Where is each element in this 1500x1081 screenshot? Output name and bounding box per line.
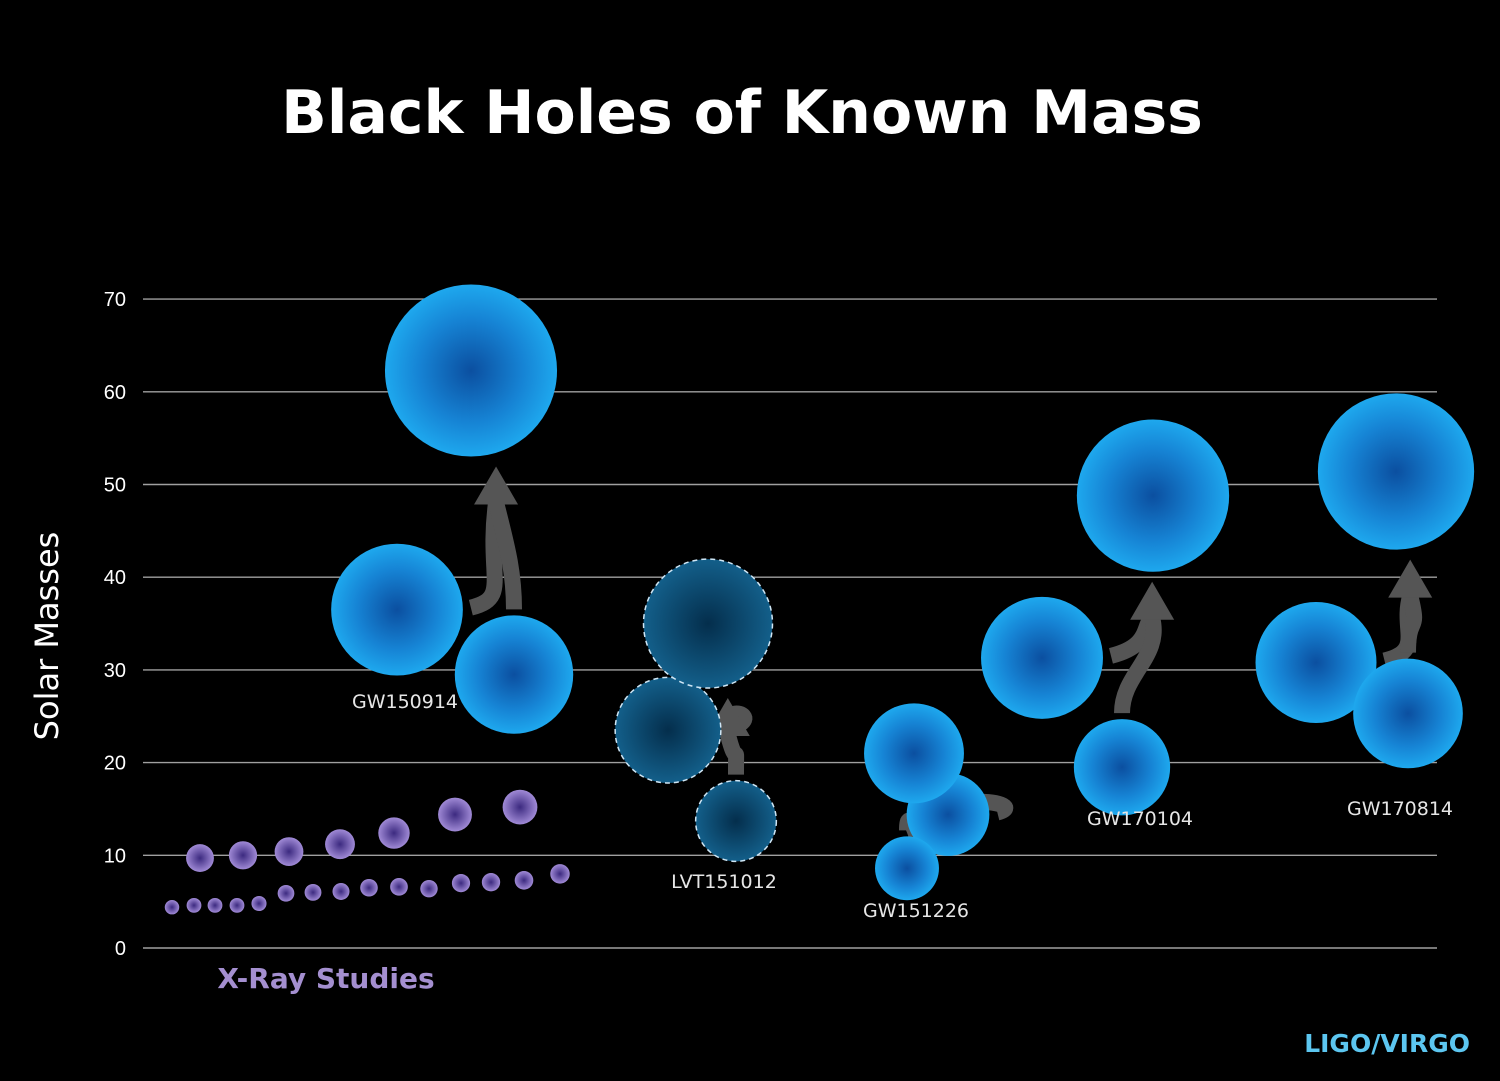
y-tick-label: 50 [104,475,126,497]
xray-points [164,789,570,915]
xray-point [229,897,245,913]
xray-point [164,899,180,915]
y-tick-label: 70 [104,289,126,311]
primary-black-hole [981,596,1103,719]
event-label: LVT151012 [671,871,777,893]
xray-point [251,895,267,912]
xray-point [228,841,258,870]
final-black-hole [642,558,774,689]
y-tick-label: 40 [104,567,126,589]
final-black-hole [384,284,558,457]
event-label: GW150914 [352,691,458,713]
xray-point [514,871,534,890]
xray-point [420,879,438,898]
xray-point [502,789,538,825]
xray-point [438,797,472,832]
xray-point [186,897,202,913]
secondary-black-hole [454,615,574,734]
merger-arrow-branch [1114,615,1162,714]
xray-point [550,864,570,884]
xray-point [332,882,350,900]
event-label: GW170814 [1347,798,1453,820]
merger-arrow-branch [1400,593,1423,653]
secondary-black-hole [875,836,939,901]
primary-black-hole [331,543,463,676]
merger-arrow-branch [488,500,522,610]
event-label: GW151226 [863,900,969,922]
secondary-black-hole [1353,658,1463,769]
y-tick-label: 30 [104,660,126,682]
primary-black-hole [614,676,722,784]
xray-point [304,883,322,901]
y-tick-label: 0 [115,938,126,960]
y-tick-label: 20 [104,753,126,775]
xray-point [378,817,410,849]
merger-arrow-branch [720,732,745,775]
xray-point [481,873,501,892]
secondary-black-hole [694,779,778,863]
xray-point [277,884,295,902]
merger-arrow-head [1130,581,1175,620]
secondary-black-hole [1073,719,1171,816]
final-black-hole [864,703,964,804]
xray-point [186,844,214,872]
xray-point [360,878,378,897]
y-axis-ticks: 0 10 20 30 40 50 60 70 [104,289,126,960]
final-black-hole [1076,419,1230,572]
gw-events: GW150914 LVT151012 GW151226 GW170104 GW17081… [331,284,1475,922]
credit-label: LIGO/VIRGO [1304,1029,1470,1058]
merger-arrow-head [474,466,519,505]
y-tick-label: 60 [104,382,126,404]
primary-black-hole [1255,601,1377,723]
final-black-hole [1317,393,1475,550]
y-tick-label: 10 [104,845,126,867]
xray-point [274,837,304,866]
merger-arrow-head [1388,559,1433,598]
y-axis-label: Solar Masses [28,532,66,741]
xray-studies-label: X-Ray Studies [217,962,434,995]
xray-point [207,897,223,913]
xray-point [390,877,408,896]
xray-point [325,829,355,860]
event-label: GW170104 [1087,808,1193,830]
xray-point [451,874,471,893]
chart-title: Black Holes of Known Mass [281,78,1203,148]
